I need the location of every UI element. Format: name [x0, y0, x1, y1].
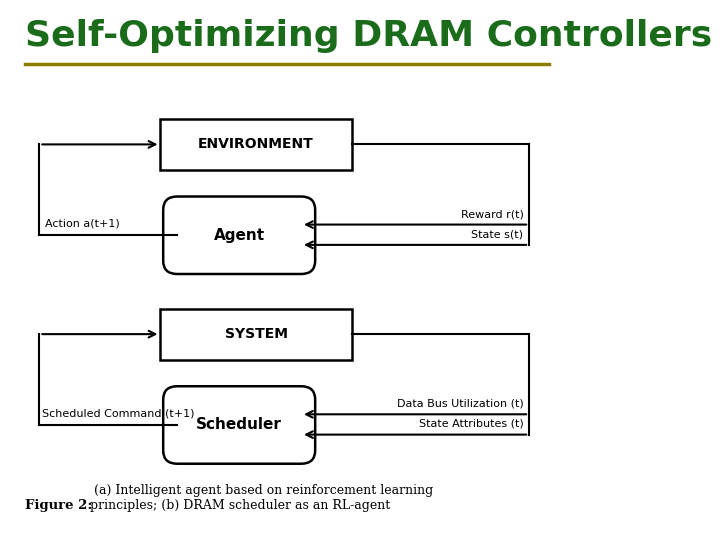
Text: Self-Optimizing DRAM Controllers: Self-Optimizing DRAM Controllers	[25, 19, 713, 53]
Text: (a) Intelligent agent based on reinforcement learning
principles; (b) DRAM sched: (a) Intelligent agent based on reinforce…	[90, 483, 433, 511]
Text: Scheduler: Scheduler	[197, 417, 282, 433]
Text: Action a(t+1): Action a(t+1)	[45, 219, 120, 229]
Text: SYSTEM: SYSTEM	[225, 327, 287, 341]
Text: Data Bus Utilization (t): Data Bus Utilization (t)	[397, 399, 523, 409]
FancyBboxPatch shape	[163, 386, 315, 464]
Text: State Attributes (t): State Attributes (t)	[419, 418, 523, 429]
Text: Reward r(t): Reward r(t)	[461, 209, 523, 219]
FancyBboxPatch shape	[163, 197, 315, 274]
Text: ENVIRONMENT: ENVIRONMENT	[198, 137, 314, 151]
Text: Figure 2:: Figure 2:	[25, 498, 93, 511]
Text: Agent: Agent	[214, 228, 265, 243]
Text: Scheduled Command (t+1): Scheduled Command (t+1)	[42, 409, 194, 419]
FancyBboxPatch shape	[161, 309, 352, 360]
Text: State s(t): State s(t)	[472, 229, 523, 239]
FancyBboxPatch shape	[161, 119, 352, 170]
